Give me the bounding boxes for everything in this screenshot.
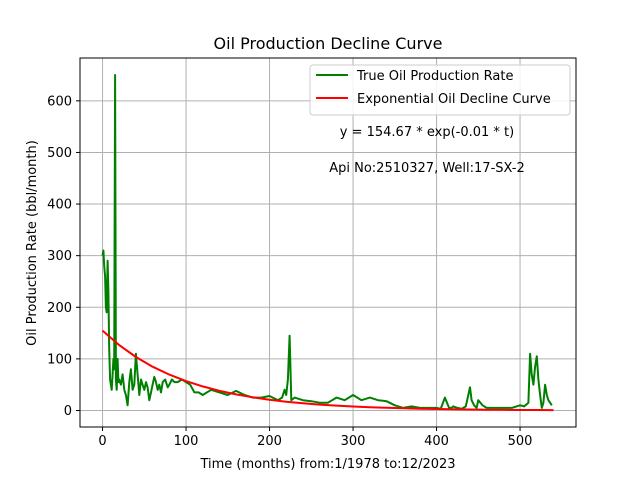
chart-title: Oil Production Decline Curve [214,34,443,53]
x-tick-label: 300 [341,434,366,449]
x-axis-label: Time (months) from:1/1978 to:12/2023 [199,457,455,472]
well-annotation: Api No:2510327, Well:17-SX-2 [329,161,525,176]
x-tick-label: 100 [174,434,199,449]
axis-ticks: 0 100 200 300 400 500 0 100 200 300 400 500 600 [47,94,532,449]
plot-frame [79,57,577,428]
y-tick-label: 100 [47,352,72,367]
series-line-decline-curve [101,329,554,412]
x-tick-label: 400 [424,434,449,449]
y-tick-label: 200 [47,301,72,316]
equation-annotation: y = 154.67 * exp(-0.01 * t) [340,125,514,140]
x-tick-label: 500 [508,434,533,449]
legend-label-decline-curve: Exponential Oil Decline Curve [357,92,551,107]
x-tick-label: 0 [98,434,106,449]
y-tick-label: 500 [47,146,72,161]
x-tick-label: 200 [257,434,282,449]
legend-box [309,64,571,116]
y-tick-label: 0 [64,404,72,419]
y-tick-label: 300 [47,249,72,264]
y-tick-label: 600 [47,94,72,109]
legend-label-true-rate: True Oil Production Rate [356,69,513,84]
legend: True Oil Production Rate Exponential Oil… [309,64,571,116]
y-tick-label: 400 [47,198,72,213]
series-layer [101,74,554,412]
y-axis-label: Oil Production Rate (bbl/month) [25,140,40,346]
